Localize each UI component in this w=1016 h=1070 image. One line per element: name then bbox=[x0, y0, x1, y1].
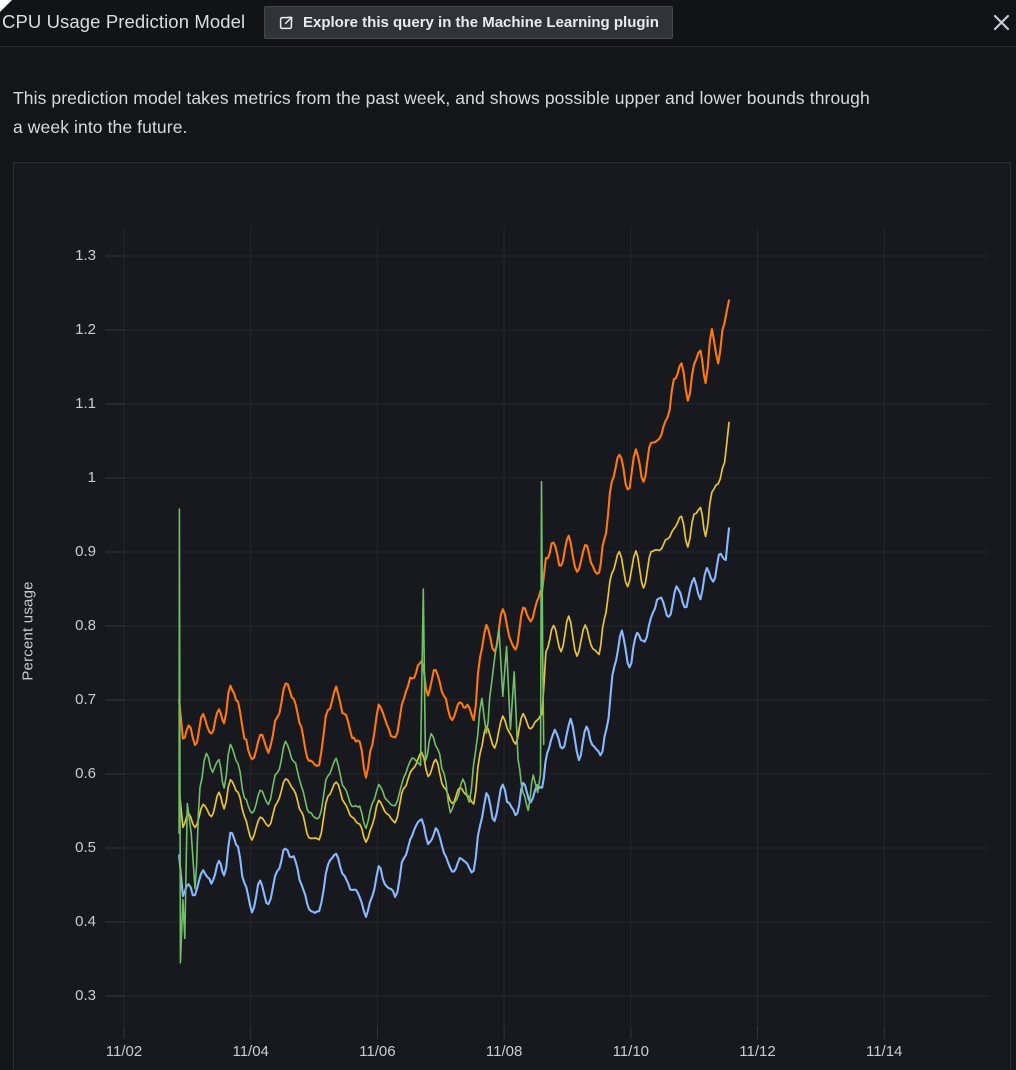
x-tick-label: 11/12 bbox=[739, 1043, 776, 1060]
y-axis-title: Percent usage bbox=[19, 581, 37, 681]
y-tick-label: 0.7 bbox=[75, 691, 96, 708]
page-title: CPU Usage Prediction Model bbox=[2, 11, 246, 32]
x-tick-label: 11/02 bbox=[105, 1043, 143, 1060]
series-actual bbox=[178, 480, 545, 964]
close-icon bbox=[991, 12, 1012, 33]
y-tick-label: 1.1 bbox=[75, 395, 96, 412]
explore-query-button[interactable]: Explore this query in the Machine Learni… bbox=[264, 6, 673, 39]
y-tick-label: 0.3 bbox=[75, 987, 96, 1004]
modal-description: This prediction model takes metrics from… bbox=[13, 84, 1016, 142]
mouse-cursor bbox=[0, 0, 12, 12]
explore-query-button-label: Explore this query in the Machine Learni… bbox=[303, 14, 659, 31]
y-tick-label: 0.5 bbox=[75, 839, 96, 856]
y-tick-label: 0.8 bbox=[75, 617, 96, 634]
close-button[interactable] bbox=[989, 10, 1013, 34]
y-tick-label: 0.6 bbox=[75, 765, 96, 782]
series-predicted bbox=[178, 421, 730, 843]
y-tick-label: 1 bbox=[87, 469, 96, 486]
x-tick-label: 11/04 bbox=[232, 1043, 269, 1060]
x-tick-label: 11/06 bbox=[359, 1043, 396, 1060]
y-tick-label: 0.9 bbox=[75, 543, 96, 560]
y-tick-label: 1.2 bbox=[75, 321, 96, 338]
x-tick-label: 11/14 bbox=[865, 1043, 903, 1060]
description-line-1: This prediction model takes metrics from… bbox=[13, 88, 870, 108]
description-line-2: a week into the future. bbox=[13, 117, 188, 137]
external-link-icon bbox=[278, 15, 294, 31]
series-upper-bound bbox=[178, 299, 731, 779]
series-lower-bound bbox=[178, 527, 731, 918]
x-tick-label: 11/08 bbox=[485, 1043, 523, 1060]
x-tick-label: 11/10 bbox=[612, 1043, 650, 1060]
y-tick-label: 0.4 bbox=[75, 913, 96, 930]
y-tick-label: 1.3 bbox=[75, 247, 96, 264]
